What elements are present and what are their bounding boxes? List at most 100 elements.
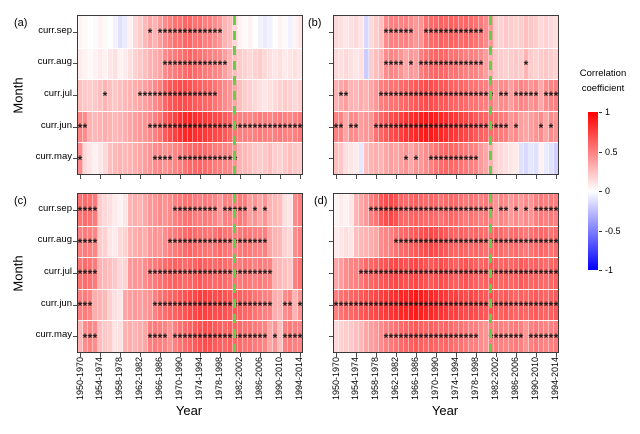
heatmap-cell [509, 80, 514, 111]
heatmap-cell [509, 16, 514, 48]
heatmap-cell [524, 111, 529, 143]
x-tick-label: 1990-2010 [273, 357, 284, 401]
significance-star: * [187, 89, 193, 104]
heatmap-cell [354, 258, 359, 289]
significance-star: * [453, 152, 459, 167]
heatmap-cell [273, 226, 278, 258]
significance-star: * [192, 89, 198, 104]
heatmap-cell [283, 80, 288, 111]
x-tick-label: 1986-2006 [253, 357, 264, 401]
significance-star: * [428, 25, 434, 40]
significance-star: * [423, 299, 429, 314]
heatmap-row: * * * * * * * * * * * * [334, 142, 558, 174]
significance-star: * [82, 121, 88, 136]
significance-star: * [473, 121, 479, 136]
significance-star: * [523, 299, 529, 314]
heatmap-cell [243, 48, 248, 80]
significance-star: * [172, 89, 178, 104]
heatmap-cell [549, 143, 554, 174]
heatmap-row: * * * * * * * * * * * * * * * * * * * [334, 47, 558, 80]
significance-star: * [393, 89, 399, 104]
significance-star: * [503, 89, 509, 104]
significance-star: * [292, 330, 298, 345]
y-tick-label: curr.aug [37, 234, 72, 246]
heatmap-cell [118, 194, 123, 226]
significance-star: * [202, 267, 208, 282]
heatmap-cell [113, 80, 118, 111]
heatmap-cell [278, 194, 283, 226]
heatmap-cell [389, 143, 394, 174]
significance-star: * [82, 203, 88, 218]
x-tick-label: 1958-1978 [370, 357, 381, 401]
significance-star: * [393, 236, 399, 251]
significance-star: * [408, 25, 414, 40]
significance-star: * [538, 299, 544, 314]
significance-star: * [443, 330, 449, 345]
significance-star: * [513, 267, 519, 282]
significance-star: * [217, 299, 223, 314]
heatmap-cell [263, 80, 268, 111]
heatmap-cell [364, 48, 369, 80]
heatmap-cell [103, 48, 108, 80]
heatmap-cell [93, 80, 98, 111]
significance-star: * [513, 203, 519, 218]
heatmap-cell [93, 111, 98, 143]
heatmap-cell [138, 111, 143, 143]
heatmap-cell [298, 48, 302, 80]
x-axis-tick [239, 353, 241, 357]
significance-star: * [378, 267, 384, 282]
heatmap-cell [374, 48, 379, 80]
heatmap-cell [143, 226, 148, 258]
x-axis-tick [356, 353, 358, 357]
significance-star: * [388, 299, 394, 314]
significance-star: * [147, 25, 153, 40]
heatmap-cell [108, 226, 113, 258]
heatmap-panel-a: * * * * * * * * * * * * * * * * * * * * * * * * * * * * * * * * * * * * * * * *… [73, 15, 303, 179]
significance-star: * [478, 121, 484, 136]
x-axis-tick [180, 353, 182, 357]
significance-star: * [207, 236, 213, 251]
heatmap-cell [499, 48, 504, 80]
heatmap-cell [349, 226, 354, 258]
heatmap-cell [123, 143, 128, 174]
heatmap-row: ****************************** [78, 288, 302, 321]
heatmap-cell [554, 111, 558, 143]
significance-star: * [167, 267, 173, 282]
significance-star: * [182, 299, 188, 314]
significance-star: * [468, 203, 474, 218]
heatmap-cell [103, 143, 108, 174]
heatmap-cell [143, 111, 148, 143]
heatmap-cell [123, 289, 128, 321]
significance-star: * [207, 203, 213, 218]
significance-star: * [548, 121, 554, 136]
significance-star: * [523, 267, 529, 282]
heatmap-cell [283, 258, 288, 289]
significance-star: * [157, 89, 163, 104]
significance-star: * [267, 267, 273, 282]
significance-star: * [187, 236, 193, 251]
significance-star: * [92, 267, 98, 282]
significance-star: * [152, 330, 158, 345]
heatmap-cell [103, 321, 108, 352]
significance-star: * [252, 203, 258, 218]
significance-star: * [468, 152, 474, 167]
x-axis-tick [396, 175, 398, 179]
colorbar-tick-label: -1 [605, 265, 614, 275]
significance-star: * [543, 89, 549, 104]
heatmap-cell [148, 289, 153, 321]
heatmap-cell [359, 80, 364, 111]
heatmap-cell [379, 226, 384, 258]
y-axis-tick [73, 63, 77, 65]
heatmap-cell [248, 16, 253, 48]
significance-star: * [463, 58, 469, 73]
heatmap-cell [298, 258, 302, 289]
significance-star: * [443, 267, 449, 282]
significance-star: * [343, 89, 349, 104]
heatmap-cell [293, 48, 298, 80]
significance-star: * [473, 299, 479, 314]
significance-star: * [458, 330, 464, 345]
significance-star: * [523, 203, 529, 218]
significance-star: * [553, 330, 559, 345]
heatmap-cell [103, 194, 108, 226]
heatmap-cell [349, 80, 354, 111]
